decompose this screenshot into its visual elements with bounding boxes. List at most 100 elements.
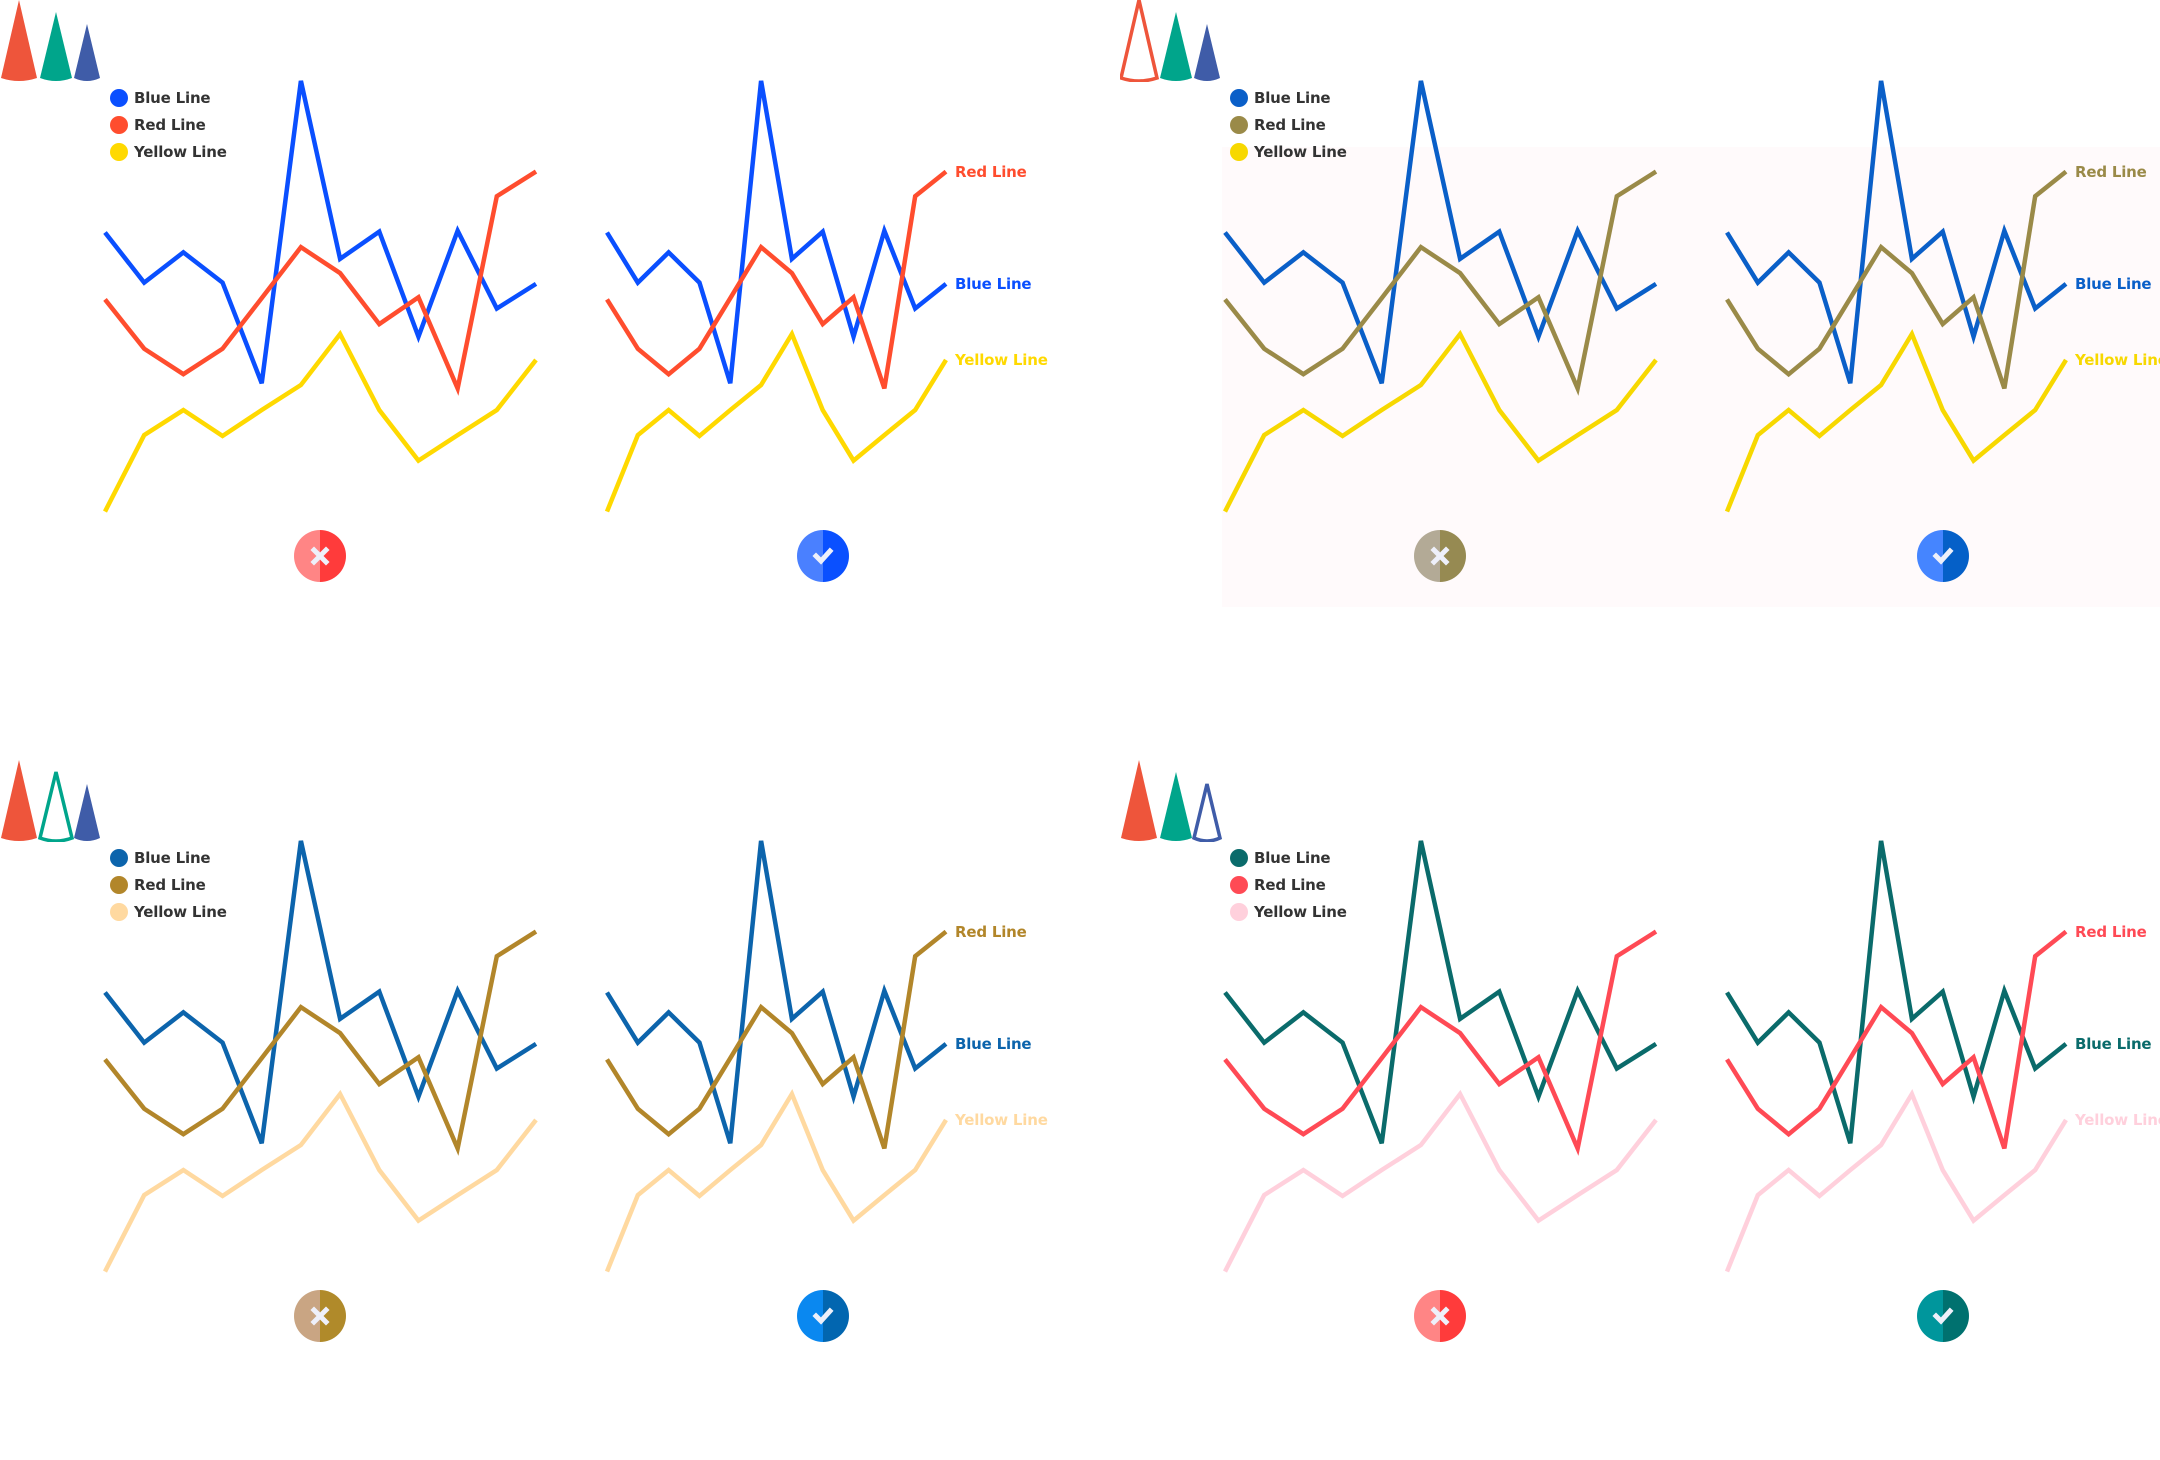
legend-label: Blue Line bbox=[134, 848, 211, 867]
series-blue bbox=[605, 840, 948, 1144]
status-fail-left bbox=[294, 1290, 346, 1342]
check-icon bbox=[812, 1307, 834, 1325]
end-label-red: Red Line bbox=[955, 922, 1027, 941]
legend: Blue Line Red Line Yellow Line bbox=[1230, 844, 1347, 925]
legend-label: Red Line bbox=[1254, 875, 1326, 894]
series-blue bbox=[103, 840, 538, 1145]
check-icon bbox=[1932, 1307, 1954, 1325]
end-label-yellow: Yellow Line bbox=[2075, 350, 2160, 369]
legend-label: Blue Line bbox=[134, 88, 211, 107]
status-pass-right bbox=[1917, 1290, 1969, 1342]
close-icon bbox=[310, 1306, 330, 1326]
status-pass-right bbox=[1917, 530, 1969, 582]
legend-label: Blue Line bbox=[1254, 88, 1331, 107]
legend: Blue Line Red Line Yellow Line bbox=[110, 84, 227, 165]
legend-item-red: Red Line bbox=[110, 871, 227, 898]
series-blue bbox=[1223, 840, 1658, 1145]
end-label-red: Red Line bbox=[2075, 162, 2147, 181]
line-charts bbox=[1222, 840, 2068, 1273]
cones-icon bbox=[1, 0, 100, 81]
legend-item-blue: Blue Line bbox=[110, 844, 227, 871]
end-label-blue: Blue Line bbox=[955, 1034, 1032, 1053]
legend-item-red: Red Line bbox=[1230, 111, 1347, 138]
legend-dot-yellow bbox=[1230, 902, 1248, 921]
series-red bbox=[605, 929, 948, 1150]
legend-item-yellow: Yellow Line bbox=[1230, 138, 1347, 165]
line-charts bbox=[1222, 80, 2068, 513]
legend-dot-blue bbox=[1230, 88, 1248, 107]
series-yellow bbox=[1724, 329, 2068, 513]
legend-dot-yellow bbox=[1230, 142, 1248, 161]
chart-panel-bottom-right: Blue Line Red Line Yellow Line Red Line … bbox=[1120, 760, 2160, 1460]
legend-dot-blue bbox=[110, 848, 128, 867]
legend-item-blue: Blue Line bbox=[1230, 84, 1347, 111]
series-yellow bbox=[604, 329, 948, 513]
chart-panel-top-right: Blue Line Red Line Yellow Line Red Line … bbox=[1120, 0, 2160, 700]
status-pass-right bbox=[797, 1290, 849, 1342]
series-red bbox=[103, 169, 538, 396]
legend-item-yellow: Yellow Line bbox=[110, 898, 227, 925]
end-label-red: Red Line bbox=[2075, 922, 2147, 941]
check-icon bbox=[812, 547, 834, 565]
legend-label: Yellow Line bbox=[134, 142, 227, 161]
series-yellow bbox=[1222, 1089, 1658, 1273]
legend-item-yellow: Yellow Line bbox=[110, 138, 227, 165]
legend-item-yellow: Yellow Line bbox=[1230, 898, 1347, 925]
end-label-blue: Blue Line bbox=[2075, 274, 2152, 293]
legend-dot-blue bbox=[110, 88, 128, 107]
series-yellow bbox=[102, 1089, 538, 1273]
end-label-blue: Blue Line bbox=[2075, 1034, 2152, 1053]
close-icon bbox=[1430, 546, 1450, 566]
legend-item-blue: Blue Line bbox=[1230, 844, 1347, 871]
series-red bbox=[1725, 169, 2068, 390]
legend-label: Yellow Line bbox=[134, 902, 227, 921]
legend-label: Yellow Line bbox=[1254, 142, 1347, 161]
chart-panel-top-left: Blue Line Red Line Yellow Line Red Line … bbox=[0, 0, 1048, 700]
legend-label: Red Line bbox=[134, 115, 206, 134]
series-blue bbox=[103, 80, 538, 385]
series-yellow bbox=[102, 329, 538, 513]
legend-dot-red bbox=[1230, 875, 1248, 894]
series-red bbox=[1725, 929, 2068, 1150]
line-charts bbox=[102, 80, 948, 513]
chart-panel-bottom-left: Blue Line Red Line Yellow Line Red Line … bbox=[0, 760, 1048, 1460]
status-fail-left bbox=[294, 530, 346, 582]
close-icon bbox=[310, 546, 330, 566]
legend-dot-red bbox=[110, 875, 128, 894]
legend-dot-yellow bbox=[110, 142, 128, 161]
series-blue bbox=[605, 80, 948, 384]
close-icon bbox=[1430, 1306, 1450, 1326]
legend-dot-yellow bbox=[110, 902, 128, 921]
legend-label: Yellow Line bbox=[1254, 902, 1347, 921]
cones-icon bbox=[1, 760, 100, 842]
legend-dot-blue bbox=[1230, 848, 1248, 867]
series-blue bbox=[1223, 80, 1658, 385]
end-label-yellow: Yellow Line bbox=[955, 350, 1048, 369]
legend-label: Red Line bbox=[134, 875, 206, 894]
cones-icon bbox=[1120, 0, 1220, 82]
series-red bbox=[1223, 929, 1658, 1156]
end-label-yellow: Yellow Line bbox=[2075, 1110, 2160, 1129]
legend-item-red: Red Line bbox=[110, 111, 227, 138]
series-red bbox=[605, 169, 948, 390]
line-charts bbox=[102, 840, 948, 1273]
legend-dot-red bbox=[1230, 115, 1248, 134]
check-icon bbox=[1932, 547, 1954, 565]
series-yellow bbox=[604, 1089, 948, 1273]
cones-icon bbox=[1121, 760, 1223, 842]
end-label-blue: Blue Line bbox=[955, 274, 1032, 293]
series-yellow bbox=[1724, 1089, 2068, 1273]
end-label-red: Red Line bbox=[955, 162, 1027, 181]
legend-item-red: Red Line bbox=[1230, 871, 1347, 898]
series-red bbox=[1223, 169, 1658, 396]
status-fail-left bbox=[1414, 530, 1466, 582]
series-blue bbox=[1725, 80, 2068, 384]
legend: Blue Line Red Line Yellow Line bbox=[110, 844, 227, 925]
series-blue bbox=[1725, 840, 2068, 1144]
end-label-yellow: Yellow Line bbox=[955, 1110, 1048, 1129]
legend-item-blue: Blue Line bbox=[110, 84, 227, 111]
status-fail-left bbox=[1414, 1290, 1466, 1342]
legend-label: Blue Line bbox=[1254, 848, 1331, 867]
series-red bbox=[103, 929, 538, 1156]
series-yellow bbox=[1222, 329, 1658, 513]
